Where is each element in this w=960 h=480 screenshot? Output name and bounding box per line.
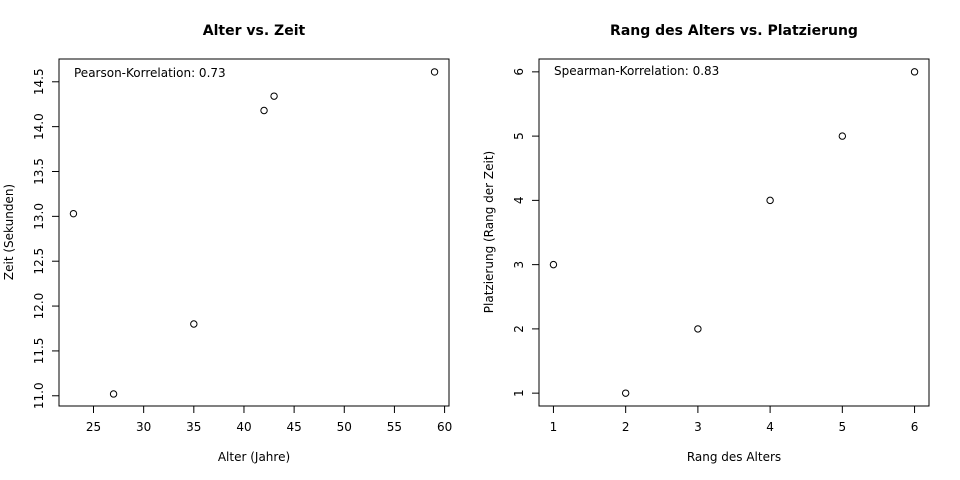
x-ticks: 25 30 35 40 45 50 55 60	[86, 406, 452, 434]
x-tick-label: 35	[186, 420, 201, 434]
data-point	[260, 106, 268, 115]
x-tick-label: 1	[550, 420, 558, 434]
y-tick-label: 4	[512, 197, 526, 205]
y-tick-label: 5	[512, 132, 526, 140]
x-axis-label: Rang des Alters	[687, 450, 781, 464]
data-point	[190, 320, 198, 328]
x-axis-label: Alter (Jahre)	[218, 450, 290, 464]
data-points	[69, 68, 439, 398]
y-tick-label: 11.5	[32, 338, 46, 365]
y-ticks: 1 2 3 4 5 6	[512, 68, 539, 397]
panel-age-vs-time: Alter vs. Zeit Pearson-Korrelation: 0.73…	[2, 23, 452, 464]
y-tick-label: 12.5	[32, 248, 46, 275]
data-point	[430, 68, 439, 76]
x-tick-label: 4	[766, 420, 774, 434]
x-tick-label: 50	[337, 420, 352, 434]
y-tick-label: 11.0	[32, 382, 46, 409]
y-axis-label: Zeit (Sekunden)	[2, 184, 16, 280]
data-point	[270, 92, 278, 100]
y-tick-label: 1	[512, 389, 526, 397]
x-tick-label: 6	[911, 420, 919, 434]
data-point	[910, 68, 919, 76]
y-tick-label: 2	[512, 325, 526, 333]
data-point	[766, 196, 774, 205]
x-ticks: 1 2 3 4 5 6	[550, 406, 919, 434]
chart-title: Rang des Alters vs. Platzierung	[610, 23, 858, 39]
spearman-annotation: Spearman-Korrelation: 0.83	[554, 64, 719, 78]
y-tick-label: 14.5	[32, 68, 46, 95]
data-point	[621, 389, 630, 397]
x-tick-label: 40	[236, 420, 251, 434]
y-tick-label: 13.0	[32, 203, 46, 230]
x-tick-label: 30	[136, 420, 151, 434]
y-ticks: 11.0 11.5 12.0 12.5 13.0 13.5 14.0 14.5	[32, 68, 59, 409]
data-point	[549, 260, 558, 269]
x-tick-label: 60	[437, 420, 452, 434]
y-tick-label: 6	[512, 68, 526, 76]
y-tick-label: 13.5	[32, 158, 46, 185]
data-points	[549, 68, 919, 397]
pearson-annotation: Pearson-Korrelation: 0.73	[74, 66, 226, 80]
x-tick-label: 3	[694, 420, 702, 434]
x-tick-label: 25	[86, 420, 101, 434]
data-point	[69, 209, 78, 218]
x-tick-label: 5	[839, 420, 847, 434]
y-axis-label: Platzierung (Rang der Zeit)	[482, 151, 496, 313]
chart-title: Alter vs. Zeit	[203, 23, 306, 39]
plot-frame	[58, 58, 450, 407]
y-tick-label: 14.0	[32, 113, 46, 140]
data-point	[694, 325, 702, 333]
data-point	[109, 390, 118, 398]
x-tick-label: 55	[387, 420, 402, 434]
data-point	[838, 132, 847, 140]
panel-rank-vs-placement: Rang des Alters vs. Platzierung Spearman…	[482, 23, 930, 464]
x-tick-label: 45	[286, 420, 301, 434]
plot-frame	[538, 58, 930, 407]
y-tick-label: 3	[512, 261, 526, 269]
x-tick-label: 2	[622, 420, 630, 434]
y-tick-label: 12.0	[32, 293, 46, 320]
